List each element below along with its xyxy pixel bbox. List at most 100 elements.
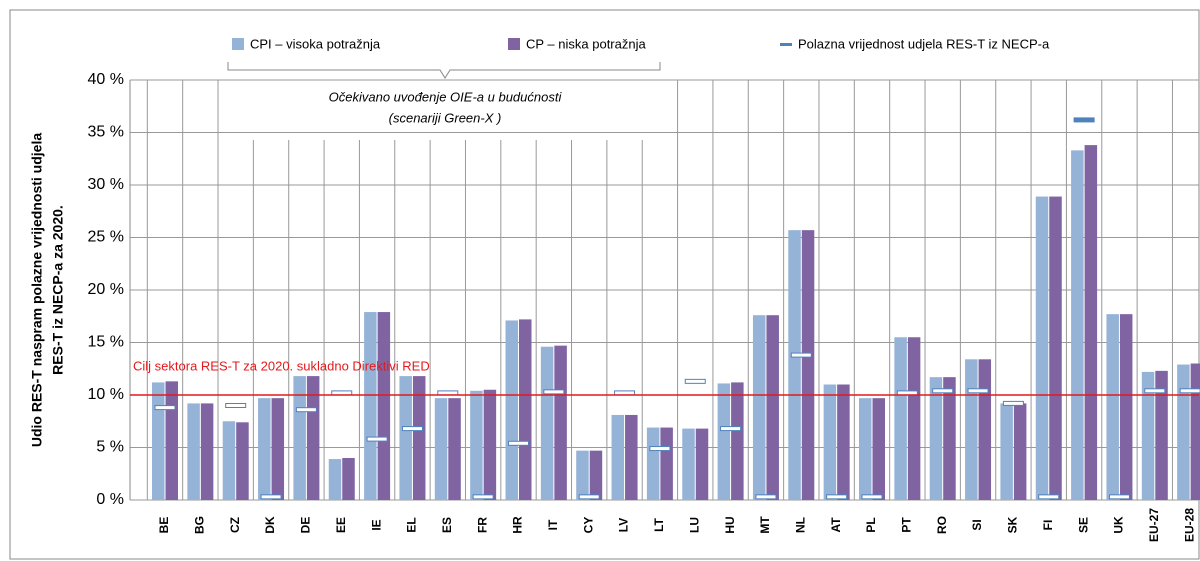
bar [625, 414, 638, 500]
baseline-marker [826, 494, 848, 500]
legend-swatch [232, 38, 244, 50]
bar [837, 384, 850, 500]
baseline-marker [578, 494, 600, 500]
legend-label: CP – niska potražnja [526, 36, 646, 51]
baseline-marker [366, 436, 388, 442]
bar [470, 390, 483, 500]
bar [342, 458, 355, 500]
bar [823, 384, 837, 500]
y-axis-title: Udio RES-T naspram polazne vrijednosti u… [29, 133, 45, 447]
x-tick-label: LU [687, 517, 701, 533]
bar [399, 376, 412, 500]
bar [306, 376, 320, 500]
annotation: Očekivano uvođenje OIE-a u budućnosti [329, 89, 563, 104]
baseline-marker [260, 494, 282, 500]
baseline-marker [684, 378, 706, 384]
x-tick-label: AT [829, 517, 843, 533]
bar [589, 450, 603, 500]
x-tick-label: BE [157, 517, 171, 534]
baseline-marker [861, 494, 883, 500]
legend-swatch [780, 43, 792, 46]
y-tick-label: 30 % [88, 176, 124, 193]
bar [682, 428, 695, 500]
x-tick-label: EE [334, 517, 348, 533]
x-tick-label: FR [475, 517, 489, 533]
legend-label: Polazna vrijednost udjela RES-T iz NECP-… [798, 36, 1050, 51]
legend-swatch [508, 38, 520, 50]
x-tick-label: PT [900, 517, 914, 533]
bar [943, 377, 956, 500]
x-tick-label: UK [1112, 516, 1126, 534]
x-tick-label: MT [758, 516, 772, 534]
y-tick-label: 10 % [88, 386, 124, 403]
bar [1190, 363, 1200, 500]
bar [1084, 145, 1098, 500]
baseline-marker [932, 388, 954, 394]
bar [801, 230, 815, 500]
bar [1106, 314, 1119, 500]
bar [554, 345, 567, 500]
x-tick-label: PL [864, 517, 878, 532]
y-axis-title: RES-T iz NECP-a za 2020. [50, 205, 66, 375]
x-tick-label: DK [263, 516, 277, 534]
x-tick-label: FI [1041, 520, 1055, 531]
y-tick-label: 15 % [88, 334, 124, 351]
bar [695, 428, 709, 500]
baseline-marker [472, 494, 494, 500]
y-tick-label: 5 % [96, 439, 124, 456]
x-tick-label: LV [617, 518, 631, 532]
bar [187, 403, 200, 500]
x-tick-label: RO [935, 516, 949, 534]
baseline-marker [543, 389, 565, 395]
bar [929, 377, 943, 500]
bar [1013, 403, 1027, 500]
bar [1155, 370, 1168, 500]
baseline-marker [401, 426, 423, 432]
bar [1177, 364, 1190, 500]
baseline-marker [1002, 400, 1024, 406]
bar [646, 427, 660, 500]
bar [752, 315, 766, 500]
bar [377, 312, 391, 500]
bar [1049, 196, 1062, 501]
bar [576, 450, 589, 500]
bar [152, 382, 165, 500]
bar [894, 337, 907, 500]
bar [271, 398, 285, 500]
x-tick-label: SE [1076, 517, 1090, 533]
bar [519, 319, 532, 500]
x-tick-label: ES [440, 517, 454, 533]
x-tick-label: DE [299, 517, 313, 534]
annotation: (scenariji Green-X ) [389, 110, 502, 125]
bar [859, 398, 872, 500]
baseline-marker [720, 426, 742, 432]
bar [540, 346, 554, 500]
bar [1141, 371, 1155, 500]
x-tick-label: CZ [228, 517, 242, 533]
bar [907, 337, 921, 500]
bar [448, 398, 461, 500]
bar [1071, 150, 1084, 500]
bar [165, 381, 178, 500]
bar [611, 414, 625, 500]
baseline-marker [967, 388, 989, 394]
y-tick-label: 40 % [88, 71, 124, 88]
x-tick-label: LT [652, 517, 666, 531]
bar [731, 382, 744, 500]
y-tick-label: 35 % [88, 124, 124, 141]
bar [222, 421, 236, 500]
baseline-marker [295, 407, 317, 413]
baseline-marker [649, 446, 671, 452]
baseline-marker [154, 405, 176, 411]
x-tick-label: HR [511, 516, 525, 534]
bar [1035, 196, 1049, 501]
baseline-marker [1179, 388, 1200, 394]
baseline-marker [508, 440, 529, 446]
bar [412, 376, 426, 500]
y-tick-label: 25 % [88, 229, 124, 246]
bar [505, 320, 518, 500]
x-tick-label: HU [723, 516, 737, 533]
bar [236, 422, 249, 500]
y-tick-label: 20 % [88, 281, 124, 298]
